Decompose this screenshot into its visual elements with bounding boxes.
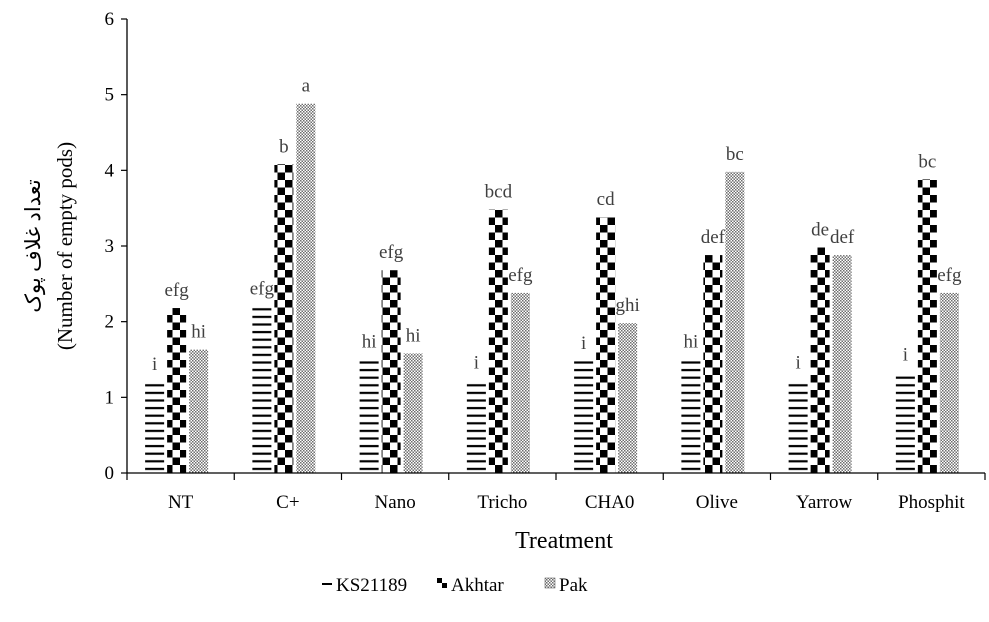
significance-label: bc bbox=[918, 151, 936, 172]
significance-label: i bbox=[581, 333, 586, 354]
axis-titles: Treatment تعداد غلاف پوک (Number of empt… bbox=[21, 142, 613, 554]
significance-label: hi bbox=[191, 322, 206, 343]
legend-label: Akhtar bbox=[451, 575, 504, 596]
y-axis-title: (Number of empty pods) bbox=[53, 142, 77, 350]
bar-ks21189-tricho bbox=[466, 380, 486, 473]
axes: 0 1 2 3 4 5 6 NT C+ Nano Tricho CHA0 Olive Yarrow Phos… bbox=[105, 9, 986, 513]
y-tick-label: 1 bbox=[105, 387, 115, 408]
x-tick-label: Nano bbox=[375, 492, 416, 513]
y-axis-title-persian: تعداد غلاف پوک bbox=[21, 179, 46, 313]
bar-akhtar-yarrow bbox=[810, 247, 830, 473]
legend-swatch bbox=[544, 577, 556, 589]
significance-label: ghi bbox=[615, 295, 639, 316]
bar-akhtar-olive bbox=[703, 255, 723, 473]
x-tick-label: Tricho bbox=[477, 492, 527, 513]
y-tick-label: 0 bbox=[105, 463, 115, 484]
significance-label: efg bbox=[379, 242, 404, 263]
bar-ks21189-phosphit bbox=[895, 372, 915, 473]
bar-pak-nano bbox=[403, 353, 423, 473]
significance-label: i bbox=[795, 353, 800, 374]
bar-pak-olive bbox=[725, 171, 745, 473]
significance-label: bcd bbox=[485, 182, 513, 203]
legend-label: KS21189 bbox=[336, 575, 407, 596]
significance-label: efg bbox=[250, 279, 275, 300]
significance-label: i bbox=[474, 353, 479, 374]
bar-akhtar-nano bbox=[381, 270, 401, 473]
bar-ks21189-cha0 bbox=[574, 361, 594, 473]
x-tick-label: C+ bbox=[276, 492, 299, 513]
x-tick-label: CHA0 bbox=[585, 492, 635, 513]
x-tick-label: Olive bbox=[696, 492, 738, 513]
bar-pak-tricho bbox=[510, 292, 530, 473]
bar-ks21189-yarrow bbox=[788, 380, 808, 473]
bar-pak-nt bbox=[189, 349, 209, 473]
legend-item-pak: Pak bbox=[544, 575, 588, 596]
bar-ks21189-olive bbox=[681, 359, 701, 473]
bar-ks21189-c bbox=[252, 306, 272, 473]
legend-item-akhtar: Akhtar bbox=[437, 575, 504, 596]
bar-akhtar-c bbox=[274, 164, 294, 473]
y-tick-label: 5 bbox=[105, 85, 115, 106]
significance-label: hi bbox=[362, 332, 377, 353]
significance-label: cd bbox=[597, 189, 615, 210]
legend-label: Pak bbox=[559, 575, 588, 596]
significance-label: bc bbox=[726, 144, 744, 165]
significance-label: i bbox=[152, 354, 157, 375]
significance-label: i bbox=[903, 344, 908, 365]
x-tick-label: Phosphit bbox=[898, 492, 965, 513]
legend: KS21189 Akhtar Pak bbox=[322, 575, 588, 596]
bar-ks21189-nano bbox=[359, 359, 379, 473]
significance-label: a bbox=[302, 76, 311, 97]
bar-akhtar-cha0 bbox=[596, 217, 616, 473]
y-tick-label: 4 bbox=[105, 160, 115, 181]
legend-item-ks21189: KS21189 bbox=[322, 575, 407, 596]
bar-pak-cha0 bbox=[618, 323, 638, 473]
bar-pak-c bbox=[296, 103, 316, 473]
significance-label: b bbox=[279, 136, 289, 157]
y-tick-label: 3 bbox=[105, 236, 115, 257]
significance-label: efg bbox=[164, 280, 189, 301]
y-tick-label: 6 bbox=[105, 9, 115, 30]
significance-label: hi bbox=[406, 325, 421, 346]
bar-akhtar-phosphit bbox=[917, 179, 937, 473]
bar-pak-phosphit bbox=[939, 292, 959, 473]
significance-label: efg bbox=[508, 265, 533, 286]
x-axis-title: Treatment bbox=[515, 528, 613, 554]
significance-label: hi bbox=[683, 332, 698, 353]
x-tick-label: Yarrow bbox=[796, 492, 852, 513]
x-tick-label: NT bbox=[168, 492, 194, 513]
significance-label: de bbox=[811, 220, 829, 241]
bar-ks21189-nt bbox=[145, 382, 165, 473]
bars-layer bbox=[145, 103, 959, 473]
bar-akhtar-nt bbox=[167, 308, 187, 473]
bar-akhtar-tricho bbox=[488, 209, 508, 473]
y-tick-label: 2 bbox=[105, 312, 115, 333]
significance-label: efg bbox=[937, 265, 962, 286]
significance-label: def bbox=[830, 227, 855, 248]
bar-pak-yarrow bbox=[832, 255, 852, 473]
legend-swatch bbox=[437, 578, 442, 583]
legend-swatch bbox=[322, 583, 332, 585]
significance-label: def bbox=[701, 227, 726, 248]
